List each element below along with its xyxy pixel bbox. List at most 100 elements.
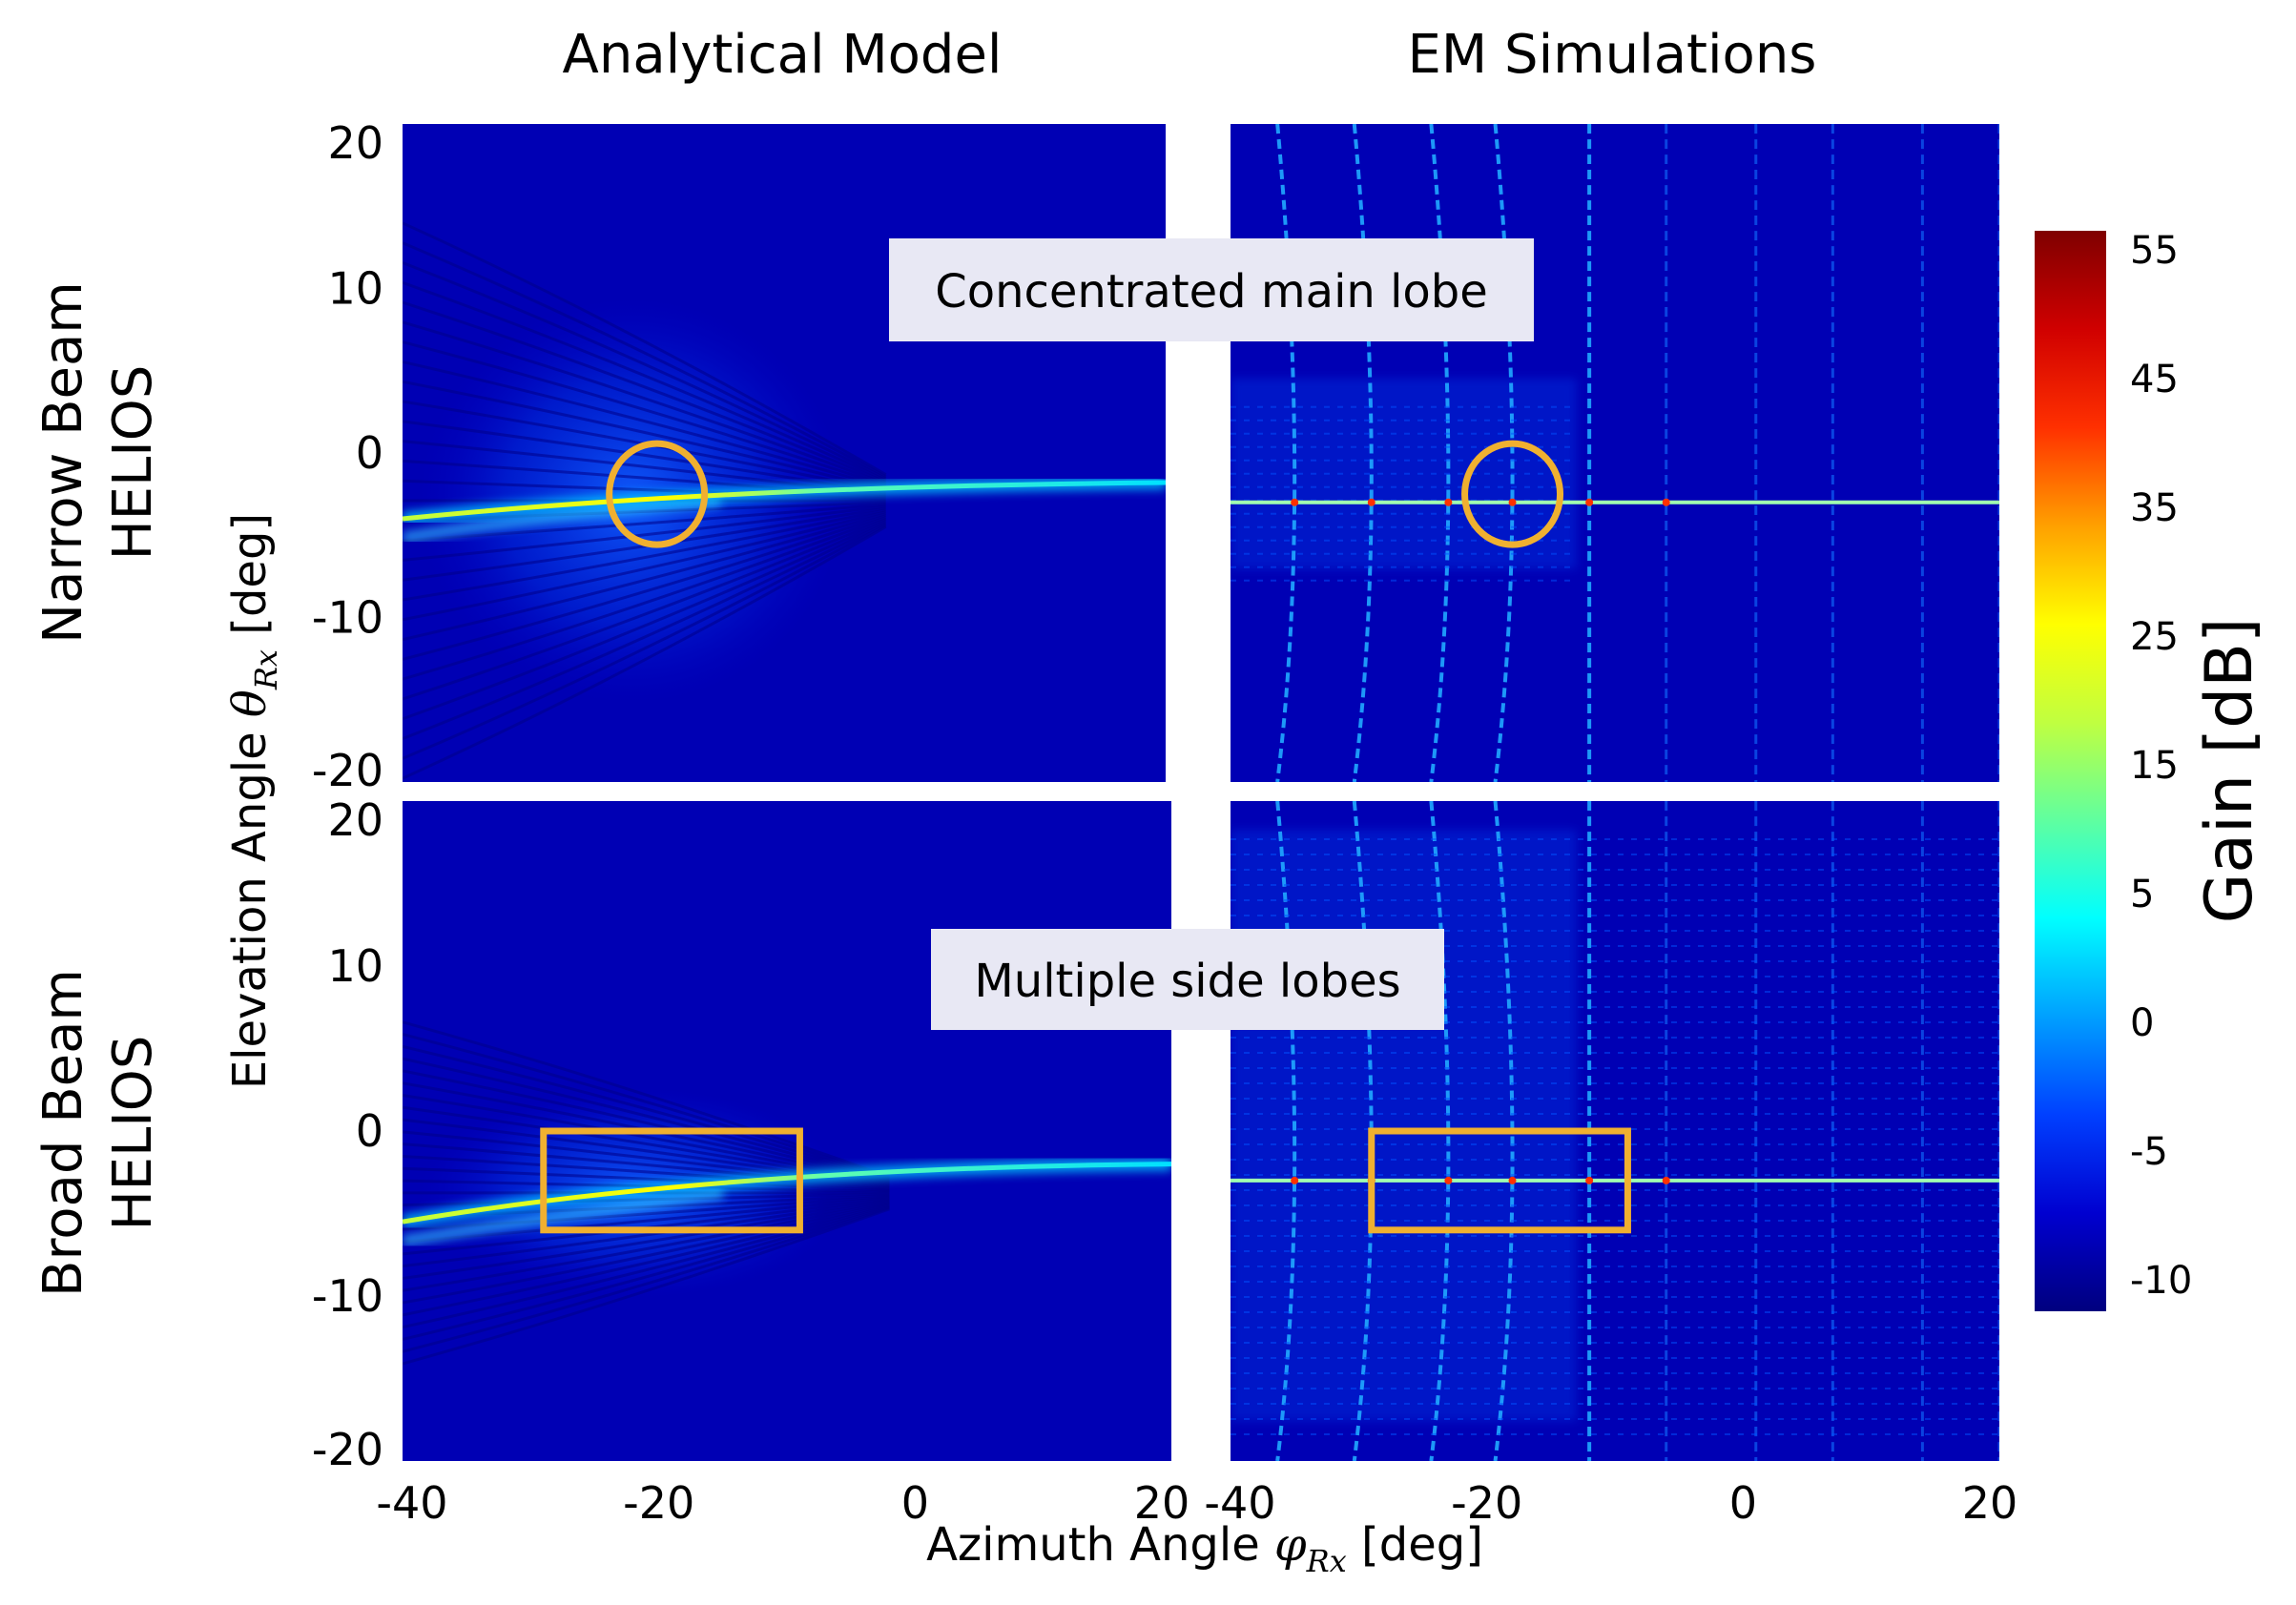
highlight-circle bbox=[1461, 440, 1564, 548]
col-title-em: EM Simulations bbox=[1408, 24, 1817, 86]
colorbar-tick: 45 bbox=[2130, 358, 2179, 401]
vertical-lobe bbox=[1429, 801, 1451, 1461]
y-tick-labels-top: 20 10 0 -10 -20 bbox=[312, 117, 383, 796]
lobe-striation bbox=[403, 1020, 890, 1179]
vertical-lobe bbox=[1275, 801, 1297, 1461]
beam-peak bbox=[1291, 1176, 1299, 1184]
main-beam bbox=[403, 1162, 1171, 1224]
side-lobe-band bbox=[1231, 830, 1577, 1421]
lobe-striation bbox=[403, 221, 887, 477]
lobe-striation bbox=[403, 1204, 890, 1341]
x-tick: 20 bbox=[1134, 1477, 1190, 1529]
lobe-striation bbox=[403, 512, 887, 642]
y-tick: 10 bbox=[327, 263, 383, 315]
colorbar: 55 45 35 25 15 5 0 -5 -10 Gain [dB] bbox=[2035, 229, 2267, 1311]
lobe-striation bbox=[403, 1206, 890, 1353]
lobe-striation bbox=[403, 520, 887, 721]
colorbar-gradient bbox=[2035, 231, 2106, 1311]
colorbar-tick: 25 bbox=[2130, 615, 2179, 659]
beam-peak bbox=[1508, 498, 1517, 506]
lobe-striation bbox=[403, 300, 887, 484]
x-tick: -40 bbox=[376, 1477, 447, 1529]
lobe-striation bbox=[403, 1202, 890, 1305]
heatmap-narrow-analytical bbox=[403, 124, 1166, 782]
colorbar-tick: -5 bbox=[2130, 1130, 2168, 1174]
lobe-striation bbox=[403, 261, 887, 480]
highlight-circle bbox=[606, 440, 709, 548]
lobe-striation bbox=[403, 1198, 890, 1268]
colorbar-tick: 5 bbox=[2130, 873, 2154, 916]
colorbar-tick: 35 bbox=[2130, 486, 2179, 530]
beam-peak bbox=[1585, 498, 1594, 506]
beam-peak bbox=[1367, 498, 1376, 506]
lobe-striation bbox=[403, 1200, 890, 1292]
x-tick: -20 bbox=[1451, 1477, 1522, 1529]
heatmap-broad-analytical bbox=[403, 801, 1171, 1461]
x-tick: -20 bbox=[623, 1477, 694, 1529]
x-tick: -40 bbox=[1204, 1477, 1275, 1529]
beam-peak bbox=[1585, 1176, 1594, 1184]
colorbar-label: Gain [dB] bbox=[2192, 618, 2267, 924]
beam-peak bbox=[1662, 498, 1670, 506]
colorbar-tick: -10 bbox=[2130, 1259, 2192, 1303]
y-tick: 10 bbox=[327, 940, 383, 992]
lobe-striation bbox=[403, 1057, 890, 1183]
x-tick-labels-left: -40 -20 0 20 bbox=[376, 1477, 1189, 1529]
colorbar-tick: 0 bbox=[2130, 1001, 2154, 1045]
lobe-striation bbox=[403, 518, 887, 701]
lobe-striation bbox=[403, 506, 886, 582]
x-tick-labels-right: -40 -20 0 20 bbox=[1204, 1477, 2017, 1529]
lobe-striation bbox=[403, 1204, 890, 1329]
y-tick: -20 bbox=[312, 745, 383, 796]
lobe-striation bbox=[403, 1203, 890, 1317]
y-tick: 0 bbox=[356, 427, 383, 479]
lobe-striation bbox=[403, 241, 887, 478]
colorbar-tick: 55 bbox=[2130, 229, 2179, 273]
lobe-striation bbox=[403, 380, 887, 491]
annotation-text-main-lobe: Concentrated main lobe bbox=[935, 265, 1488, 319]
annotation-text-side-lobes: Multiple side lobes bbox=[974, 955, 1400, 1008]
beam-peak bbox=[1444, 498, 1453, 506]
main-beam bbox=[403, 480, 1166, 522]
lobe-striation bbox=[403, 525, 887, 780]
beam-flare bbox=[403, 495, 721, 544]
highlight-rectangle bbox=[1368, 1127, 1631, 1234]
beam-peak bbox=[1291, 498, 1299, 506]
y-tick: -10 bbox=[312, 1270, 383, 1322]
lobe-striation bbox=[403, 522, 887, 741]
lobe-striation bbox=[403, 510, 887, 622]
lobe-striation bbox=[403, 504, 886, 562]
heatmap-broad-em bbox=[1231, 801, 1999, 1461]
lobe-striation bbox=[403, 508, 886, 602]
heatmap-narrow-em bbox=[1231, 124, 1999, 782]
y-tick: -20 bbox=[312, 1424, 383, 1475]
row-title-broad-line2: HELIOS bbox=[102, 1036, 164, 1231]
lobe-striation bbox=[403, 1196, 890, 1244]
lobe-striation bbox=[403, 280, 887, 482]
lobe-striation bbox=[403, 1044, 890, 1181]
x-tick: 0 bbox=[901, 1477, 929, 1529]
row-title-broad-line1: Broad Beam bbox=[32, 969, 94, 1297]
lobe-striation bbox=[403, 516, 887, 681]
y-tick: 20 bbox=[327, 117, 383, 169]
lobe-striation bbox=[403, 1207, 890, 1366]
x-axis-label: Azimuth Angle φRx [deg] bbox=[926, 1518, 1483, 1579]
lobe-striation bbox=[403, 360, 887, 489]
x-tick: 20 bbox=[1962, 1477, 2018, 1529]
lobe-striation bbox=[403, 1069, 890, 1183]
vertical-lobe bbox=[1429, 124, 1451, 782]
beam-peak bbox=[1444, 1176, 1453, 1184]
y-tick: -10 bbox=[312, 592, 383, 644]
annotation-multiple-side-lobes: Multiple side lobes bbox=[931, 929, 1444, 1030]
colorbar-tick-labels: 55 45 35 25 15 5 0 -5 -10 bbox=[2130, 229, 2192, 1303]
vertical-lobe bbox=[1493, 801, 1515, 1461]
x-tick: 0 bbox=[1729, 1477, 1757, 1529]
col-title-analytical: Analytical Model bbox=[563, 24, 1003, 86]
lobe-striation bbox=[403, 1154, 890, 1191]
colorbar-tick: 15 bbox=[2130, 744, 2179, 788]
lobe-striation bbox=[403, 420, 886, 495]
vertical-lobe bbox=[1352, 124, 1374, 782]
highlight-rectangle bbox=[540, 1127, 803, 1234]
beam-peak bbox=[1662, 1176, 1670, 1184]
